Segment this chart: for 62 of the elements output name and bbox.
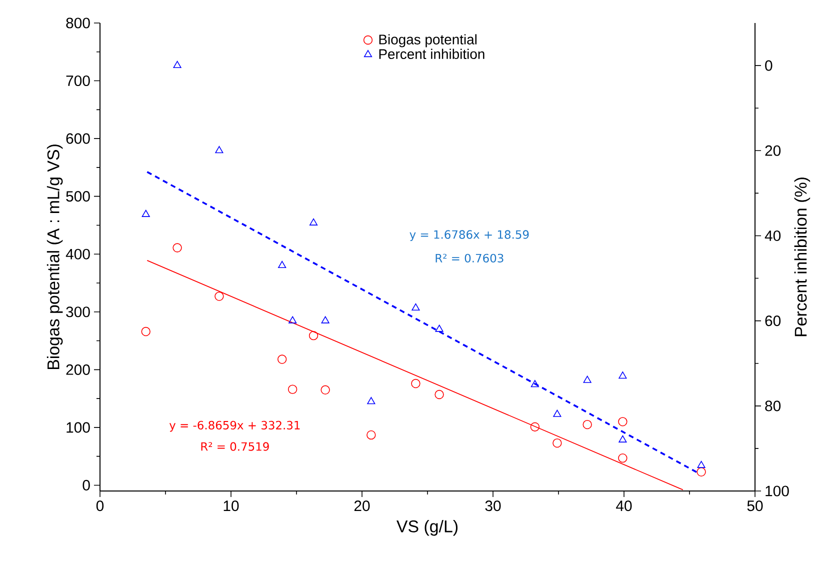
point (366, 430, 376, 440)
x-tick-label: 50 (747, 500, 763, 512)
point (214, 292, 224, 301)
annotation: R² = 0.7519 (201, 442, 269, 451)
y2-tick-label: 60 (765, 316, 781, 326)
point (411, 378, 420, 388)
point (321, 316, 330, 324)
y-axis-title: Biogas potential (A : mL/g VS) (46, 144, 63, 370)
point (288, 384, 298, 394)
point (367, 397, 376, 404)
x-tick-label: 20 (354, 500, 370, 512)
x-axis-title: VS (g/L) (396, 520, 458, 536)
point (697, 460, 706, 468)
point (172, 243, 182, 252)
y2-tick-label: 80 (765, 400, 781, 412)
y-tick-label: 500 (66, 191, 90, 202)
point (530, 380, 539, 388)
point (583, 376, 592, 383)
point (278, 260, 286, 268)
y2-tick-label: 100 (766, 486, 789, 496)
y-tick-label: 600 (66, 133, 90, 144)
annotation: y = -6.8659x + 332.31 (169, 420, 300, 432)
annotation: R² = 0.7603 (436, 254, 504, 262)
annotation: y = 1.6786x + 18.59 (410, 230, 529, 242)
point (435, 324, 444, 332)
point (412, 303, 420, 311)
x-tick-label: 0 (96, 500, 104, 512)
point (618, 435, 627, 442)
point (530, 422, 540, 432)
point (696, 467, 706, 477)
legend-label: Percent inhibition (379, 48, 484, 60)
point (277, 354, 287, 364)
y-tick-label: 0 (82, 480, 90, 491)
x-tick-label: 10 (224, 500, 239, 512)
point (434, 390, 444, 400)
y-tick-label: 300 (66, 306, 90, 318)
point (173, 60, 182, 68)
point (288, 316, 297, 324)
legend-label: Biogas potential (379, 34, 477, 48)
point (320, 385, 330, 394)
point (309, 218, 318, 226)
point (141, 326, 150, 336)
point (552, 438, 562, 448)
y2-tick-label: 20 (765, 145, 781, 156)
x-tick-label: 30 (485, 500, 501, 512)
point (618, 372, 627, 379)
y2-tick-label: 0 (765, 60, 772, 71)
y-tick-label: 200 (66, 364, 90, 375)
point (142, 210, 150, 217)
y-tick-label: 700 (66, 75, 90, 86)
point (582, 420, 592, 430)
point (215, 146, 224, 154)
point (308, 330, 318, 340)
x-tick-label: 40 (616, 500, 632, 512)
y-tick-label: 100 (66, 422, 90, 433)
y2-tick-label: 40 (764, 230, 781, 242)
point (618, 417, 628, 426)
y2-axis-title: Percent inhibition (%) (794, 178, 810, 336)
point (618, 453, 628, 463)
y-tick-label: 800 (66, 18, 90, 28)
point (553, 410, 562, 417)
y-tick-label: 400 (66, 248, 90, 260)
